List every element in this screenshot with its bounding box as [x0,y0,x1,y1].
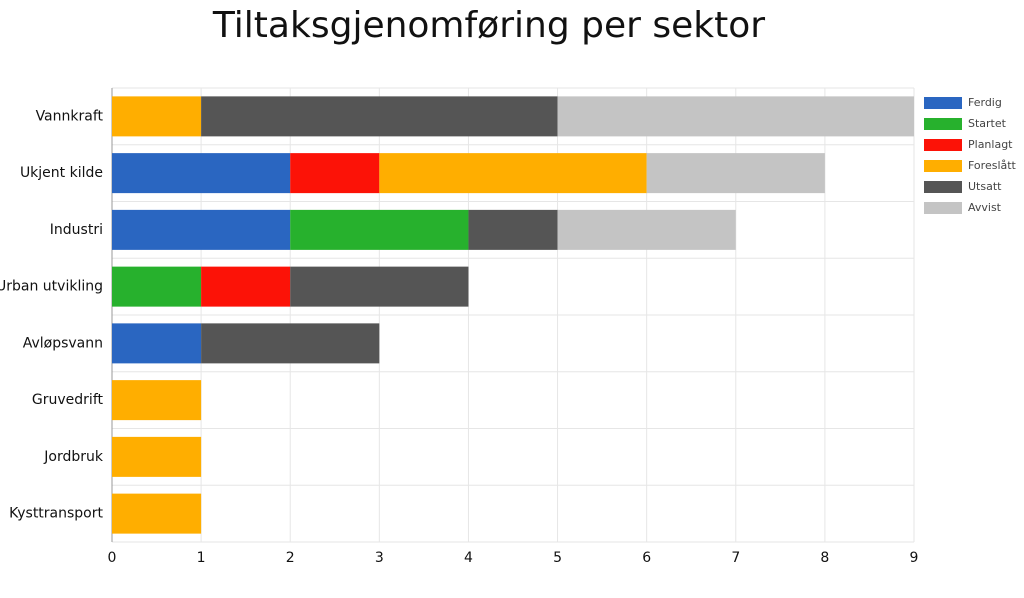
bar-segment [290,153,380,194]
bar-segment [201,96,558,137]
legend-swatch [924,139,962,151]
legend-label: Startet [968,117,1007,130]
y-tick-label: Industri [50,222,103,238]
legend-label: Utsatt [968,180,1002,193]
y-tick-label: Vannkraft [36,108,104,124]
x-tick-label: 2 [286,550,295,566]
y-tick-label: Gruvedrift [32,392,104,408]
bar-segment [112,153,291,194]
bar-segment [112,436,202,477]
bar-segment [201,323,380,364]
bar-segment [112,380,202,421]
y-tick-label: Kysttransport [9,506,103,522]
bar-segment [112,266,202,307]
bar-segment [112,493,202,534]
bar-segment [290,266,469,307]
bar-segment [468,209,558,250]
x-tick-label: 0 [108,550,117,566]
x-tick-label: 7 [731,550,740,566]
legend-swatch [924,97,962,109]
x-tick-label: 4 [464,550,473,566]
y-tick-label: Urban utvikling [0,279,103,295]
legend-label: Foreslått [968,159,1017,172]
bar-segment [379,153,647,194]
bar-segment [112,96,202,137]
chart-title: Tiltaksgjenomføring per sektor [212,5,765,46]
x-tick-label: 5 [553,550,562,566]
legend-label: Planlagt [968,138,1013,151]
legend-swatch [924,202,962,214]
y-tick-label: Avløpsvann [23,335,103,351]
bar-segment [112,323,202,364]
x-tick-label: 1 [197,550,206,566]
y-tick-label: Jordbruk [43,449,104,465]
x-tick-label: 8 [820,550,829,566]
legend-swatch [924,118,962,130]
bar-segment [557,96,914,137]
x-tick-label: 3 [375,550,384,566]
x-tick-label: 9 [910,550,919,566]
bar-segment [290,209,469,250]
x-tick-label: 6 [642,550,651,566]
bar-segment [557,209,736,250]
legend-label: Avvist [968,201,1002,214]
legend-swatch [924,181,962,193]
bar-segment [201,266,291,307]
legend-label: Ferdig [968,96,1002,109]
bar-segment [112,209,291,250]
bar-segment [646,153,825,194]
legend-swatch [924,160,962,172]
y-tick-label: Ukjent kilde [20,165,103,181]
